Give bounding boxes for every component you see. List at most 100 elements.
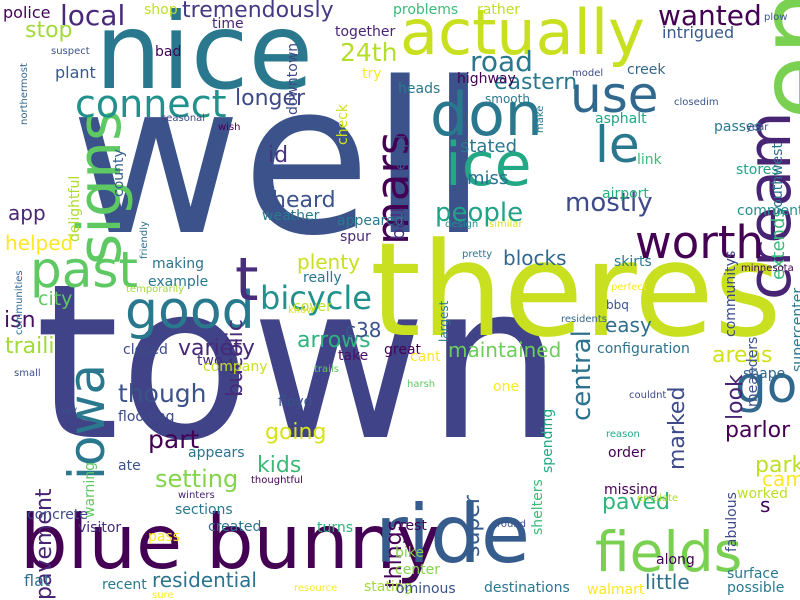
cloud-word: super (460, 495, 485, 557)
cloud-word: winters (178, 490, 215, 501)
cloud-word: actually (400, 0, 645, 69)
cloud-word: harsh (407, 379, 436, 390)
cloud-word: delightful (67, 175, 83, 242)
cloud-word: county (111, 149, 127, 197)
cloud-word: blue bunny (20, 498, 441, 586)
cloud-word: shop (144, 2, 178, 18)
cloud-word: bbq (606, 298, 629, 312)
cloud-word: design (445, 219, 479, 230)
cloud-word: couldnt (629, 390, 667, 401)
cloud-word: trails (314, 364, 339, 375)
cloud-word: problems (393, 2, 459, 18)
cloud-word: marked (665, 386, 690, 470)
cloud-word: largest (437, 300, 451, 342)
cloud-word: stating (364, 579, 413, 595)
cloud-word: town (35, 237, 563, 488)
cloud-word: configuration (597, 341, 690, 357)
cloud-word: ominous (396, 581, 456, 597)
cloud-word: stop (25, 18, 73, 43)
cloud-word: take (338, 348, 369, 364)
cloud-word: bad (155, 44, 182, 60)
cloud-word: stated (460, 136, 518, 157)
cloud-word: stores (736, 162, 779, 178)
cloud-word: check (335, 104, 351, 145)
cloud-word: little (645, 570, 690, 594)
cloud-word: go (735, 356, 798, 414)
cloud-word: going (265, 420, 327, 445)
cloud-word: city (38, 288, 73, 310)
cloud-word: thoughtful (251, 475, 303, 486)
cloud-word: order (608, 445, 646, 461)
cloud-word: example (148, 274, 209, 290)
cloud-word: employer (393, 103, 409, 170)
cloud-word: maintained (448, 338, 562, 362)
cloud-word: plant (55, 63, 96, 82)
cloud-word: year (746, 122, 769, 133)
cloud-word: seasonal (161, 113, 206, 124)
cloud-word: theres (370, 214, 782, 366)
cloud-word: sections (175, 502, 233, 518)
cloud-word: temporarily (126, 284, 185, 295)
cloud-word: smooth (485, 92, 530, 106)
cloud-word: created (208, 519, 262, 535)
cloud-word: together (335, 24, 396, 40)
cloud-word: southwest (770, 143, 786, 215)
cloud-word: longer (235, 86, 306, 111)
cloud-word: friendly (139, 221, 150, 259)
cloud-word: well (70, 37, 488, 282)
cloud-word: use (570, 66, 659, 124)
cloud-word: 24th (340, 38, 398, 67)
cloud-word: one (493, 379, 520, 395)
cloud-word: bike (395, 545, 424, 561)
cloud-word: comment (737, 203, 800, 219)
cloud-word: similar (489, 219, 523, 230)
cloud-word: asphalt (595, 111, 647, 127)
cloud-word: eastern (494, 70, 578, 95)
cloud-word: spur (340, 229, 371, 245)
cloud-word: nice (95, 0, 314, 113)
cloud-word: flat (24, 571, 51, 590)
cloud-word: suspect (51, 46, 90, 57)
cloud-word: possible (727, 580, 785, 596)
cloud-word: tremendously (182, 0, 334, 23)
cloud-word: part (148, 425, 200, 454)
cloud-word: residential (152, 568, 257, 592)
cloud-word: parks (755, 453, 800, 478)
cloud-word: pretty (462, 249, 493, 260)
cloud-word: isn (4, 308, 36, 333)
cloud-word: closedim (674, 97, 719, 108)
cloud-word: kids (257, 453, 302, 478)
cloud-word: recent (102, 577, 147, 593)
cloud-word: plow (764, 12, 788, 23)
cloud-word: c38 (345, 318, 382, 342)
cloud-word: floyd (278, 394, 313, 410)
cloud-word: great (384, 342, 422, 358)
cloud-word: app (8, 201, 46, 225)
cloud-word: closed (123, 342, 168, 358)
cloud-word: highway (457, 71, 516, 87)
cloud-word: say (60, 405, 78, 416)
cloud-word: company (203, 359, 268, 375)
cloud-word: link (637, 152, 662, 168)
cloud-word: though (118, 379, 207, 408)
cloud-word: worked (737, 486, 788, 502)
cloud-word: know (288, 305, 315, 316)
cloud-word: passes (714, 119, 762, 135)
cloud-word: central (567, 330, 597, 421)
cloud-word: round (497, 519, 527, 530)
cloud-word: turns (317, 520, 354, 536)
cloud-word: ice (445, 130, 532, 200)
cloud-word: intrigued (662, 23, 735, 42)
cloud-word: walmart (587, 582, 645, 598)
cloud-word: minnesota (741, 263, 794, 274)
cloud-word: rather (477, 2, 521, 18)
cloud-word: skirts (614, 254, 652, 270)
cloud-word: wanted (658, 0, 762, 32)
cloud-word: making (152, 256, 204, 272)
cloud-word: shelters (530, 479, 546, 535)
cloud-word: local (60, 0, 126, 32)
cloud-word: really (303, 270, 342, 286)
cloud-word: cover (293, 299, 332, 315)
cloud-word: pass (148, 529, 181, 545)
